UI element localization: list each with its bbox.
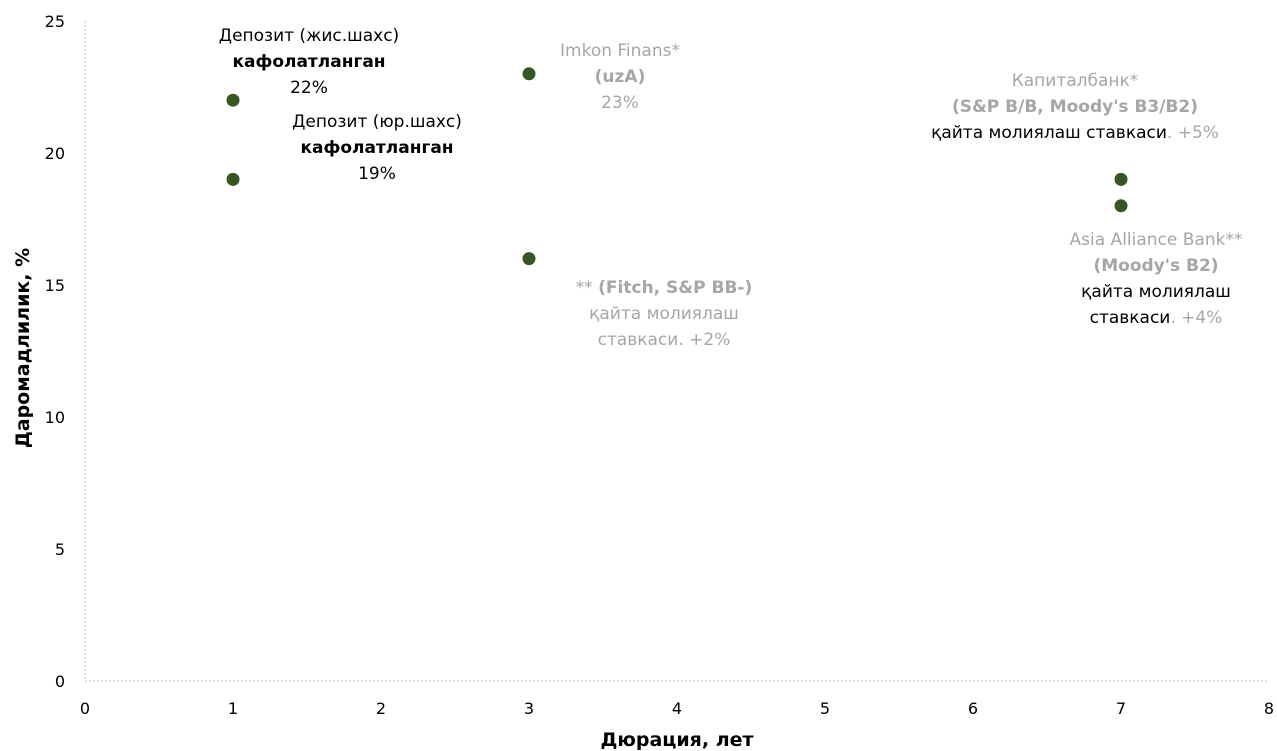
data-label-text: қайта молиялаш ставкаси: [931, 123, 1167, 143]
data-point: [522, 67, 536, 81]
data-points: [226, 67, 1128, 266]
data-point: [522, 252, 536, 266]
x-tick-label: 5: [820, 699, 830, 718]
data-label-text: Депозит (жис.шахс): [219, 26, 399, 46]
data-labels: Депозит (жис.шахс) кафолатланган 22%Депози…: [219, 26, 1243, 350]
data-label-text: Капиталбанк*: [1012, 71, 1139, 91]
data-point: [1114, 199, 1128, 213]
y-tick-label: 15: [45, 276, 65, 295]
data-label-text: 22%: [290, 78, 328, 98]
data-label-text: **: [576, 278, 598, 298]
data-label-text: Asia Alliance Bank**: [1070, 230, 1243, 250]
data-label-text: 23%: [601, 93, 639, 113]
x-tick-label: 1: [228, 699, 238, 718]
data-label-deposit-legal: Депозит (юр.шахс) кафолатланган 19%: [292, 112, 462, 184]
y-tick-label: 0: [55, 672, 65, 691]
x-tick-label: 0: [80, 699, 90, 718]
data-label-text: Депозит (юр.шахс): [292, 112, 462, 132]
data-label-asia-alliance-bank: Asia Alliance Bank** (Moody's B2) қайта мо…: [1070, 230, 1243, 328]
data-label-text: (Moody's B2): [1093, 256, 1218, 276]
data-label-text: (S&P B/B, Moody's B3/B2): [952, 97, 1198, 117]
data-label-imkon-finans: Imkon Finans* (uzA) 23%: [560, 41, 680, 113]
x-tick-label: 6: [968, 699, 978, 718]
data-label-text: кафолатланган: [232, 52, 385, 72]
x-tick-label: 3: [524, 699, 534, 718]
data-label-fitch-bb: ** (Fitch, S&P BB-) қайта молиялаш ставкас…: [576, 278, 753, 350]
data-label-text: қайта молиялаш: [589, 304, 739, 324]
y-axis-title: Даромадлилик, %: [12, 248, 34, 448]
data-label-kapitalbank: Капиталбанк* (S&P B/B, Moody's B3/B2) қайт…: [931, 71, 1219, 143]
y-tick-label: 25: [45, 12, 65, 31]
data-label-text: кафолатланган: [300, 138, 453, 158]
data-label-text: 19%: [358, 164, 396, 184]
data-label-deposit-individual: Депозит (жис.шахс) кафолатланган 22%: [219, 26, 399, 98]
x-tick-label: 2: [376, 699, 386, 718]
x-tick-label: 8: [1264, 699, 1274, 718]
data-label-text: ставкаси. +2%: [598, 330, 731, 350]
y-tick-label: 20: [45, 144, 65, 163]
data-label-text: (Fitch, S&P BB-): [598, 278, 752, 298]
y-tick-label: 10: [45, 408, 65, 427]
data-label-text: . +4%: [1170, 308, 1222, 328]
x-axis-title: Дюрация, лет: [600, 729, 753, 751]
data-label-text: ставкаси: [1090, 308, 1171, 328]
data-point: [226, 172, 240, 186]
y-tick-label: 5: [55, 540, 65, 559]
data-point: [226, 93, 240, 107]
data-label-text: қайта молиялаш: [1081, 282, 1231, 302]
data-label-text: (uzA): [595, 67, 646, 87]
x-tick-label: 4: [672, 699, 682, 718]
data-point: [1114, 172, 1128, 186]
y-axis: 0 5 10 15 20 25: [45, 12, 86, 691]
x-axis: 0 1 2 3 4 5 6 7 8: [80, 680, 1274, 718]
data-label-text: . +5%: [1167, 123, 1219, 143]
x-tick-label: 7: [1116, 699, 1126, 718]
data-label-text: Imkon Finans*: [560, 41, 680, 61]
